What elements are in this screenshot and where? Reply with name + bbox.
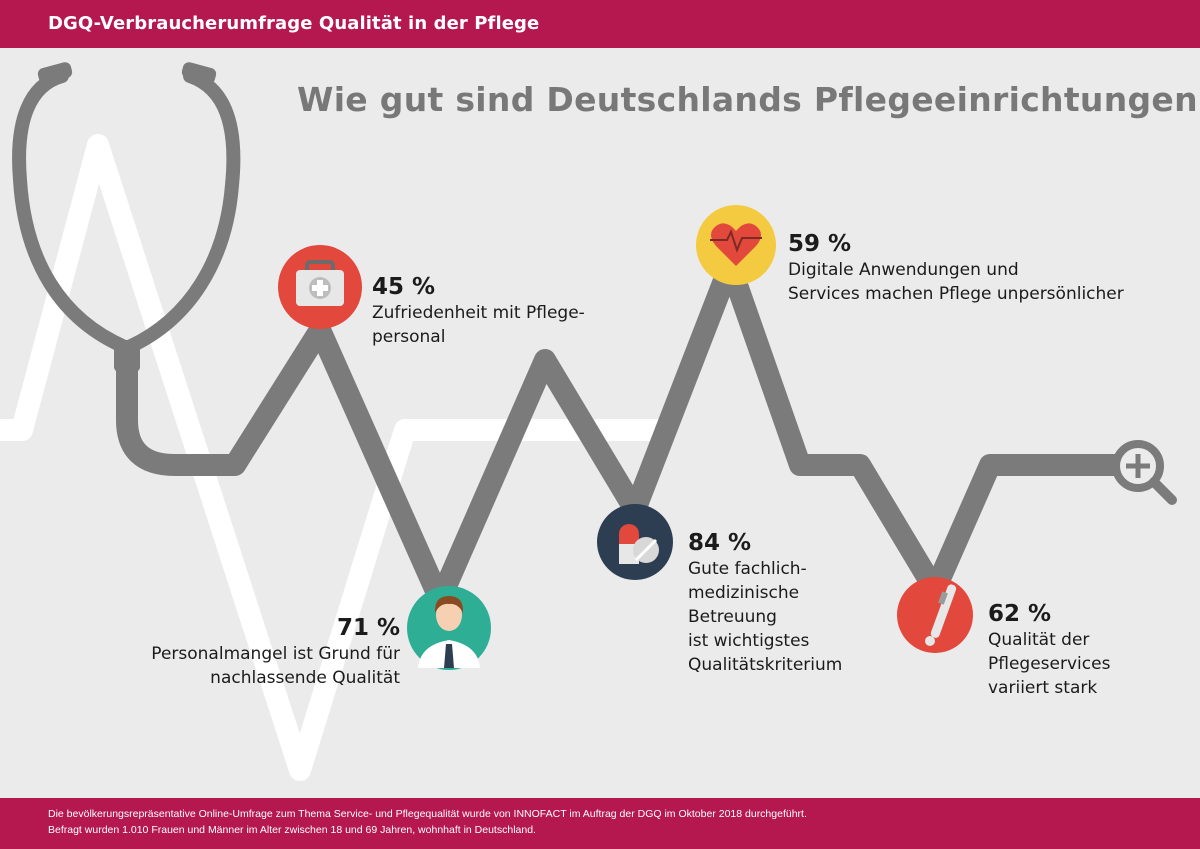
footer-bar: Die bevölkerungsrepräsentative Online-Um…	[0, 798, 1200, 849]
stat-71: 71 % Personalmangel ist Grund für nachla…	[110, 614, 400, 690]
stat-percent: 45 %	[372, 274, 436, 300]
stat-62: 62 % Qualität der Pflegeservices variier…	[988, 600, 1110, 700]
thermometer-icon	[897, 577, 973, 653]
stat-percent: 62 %	[988, 601, 1052, 627]
stat-59: 59 % Digitale Anwendungen und Services m…	[788, 230, 1124, 306]
header-title: DGQ-Verbraucherumfrage Qualität in der P…	[48, 13, 540, 34]
magnifier-plus-icon	[1112, 440, 1177, 505]
heart-pulse-icon	[696, 205, 776, 285]
stat-description: Gute fachlich- medizinische Betreuung is…	[688, 559, 843, 675]
footer-note-2: Befragt wurden 1.010 Frauen und Männer i…	[48, 824, 536, 836]
first-aid-kit-icon	[278, 245, 362, 329]
stat-percent: 84 %	[688, 530, 752, 556]
stat-description: Digitale Anwendungen und Services machen…	[788, 260, 1124, 304]
stat-percent: 59 %	[788, 231, 852, 257]
stat-description: Zufriedenheit mit Pflege- personal	[372, 303, 585, 347]
footer-note-1: Die bevölkerungsrepräsentative Online-Um…	[48, 808, 807, 820]
stethoscope-icon	[12, 69, 246, 476]
pills-icon	[597, 504, 673, 580]
stat-description: Qualität der Pflegeservices variiert sta…	[988, 630, 1111, 698]
header-bar: DGQ-Verbraucherumfrage Qualität in der P…	[0, 0, 1200, 48]
stat-percent: 71 %	[336, 615, 400, 641]
doctor-icon	[407, 586, 491, 670]
stat-45: 45 % Zufriedenheit mit Pflege- personal	[372, 273, 585, 349]
stat-description: Personalmangel ist Grund für nachlassend…	[151, 644, 400, 688]
page-title: Wie gut sind Deutschlands Pflegeeinricht…	[297, 80, 1200, 119]
stat-84: 84 % Gute fachlich- medizinische Betreuu…	[688, 529, 842, 677]
